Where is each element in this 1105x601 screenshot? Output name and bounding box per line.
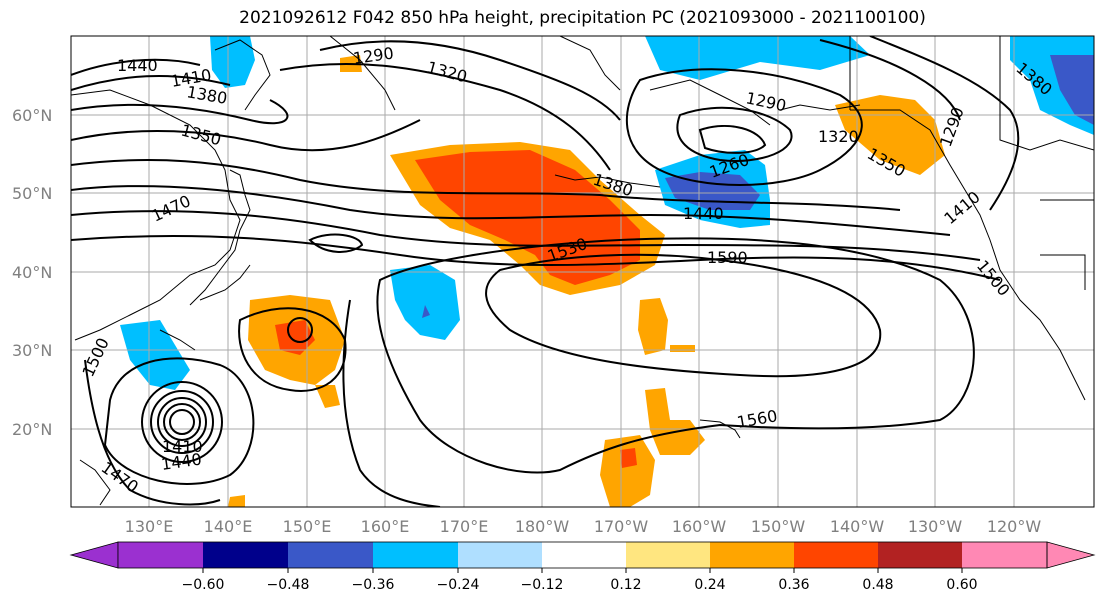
contour-label: 1440	[117, 56, 158, 75]
colorbar-tick-label: −0.12	[521, 577, 564, 593]
colorbar-segment	[794, 542, 878, 568]
contour-label: 1320	[818, 127, 859, 146]
lon-label: 160°E	[361, 517, 410, 536]
colorbar-segment	[373, 542, 458, 568]
colorbar-extend-high	[1046, 541, 1096, 569]
latitude-labels: 60°N 50°N 40°N 30°N 20°N	[12, 106, 52, 439]
colorbar: −0.60 −0.48 −0.36 −0.24 −0.12 0.12 0.24 …	[69, 541, 1096, 593]
colorbar-segment	[626, 542, 710, 568]
lon-label: 130°W	[908, 517, 963, 536]
colorbar-tick-label: 0.12	[610, 577, 641, 593]
colorbar-tick-label: 0.36	[778, 577, 809, 593]
colorbar-tick-label: 0.60	[946, 577, 977, 593]
colorbar-segment	[203, 542, 288, 568]
contour-label: 1440	[683, 204, 724, 223]
longitude-labels: 130°E 140°E 150°E 160°E 170°E 180°W 170°…	[125, 517, 1042, 536]
lon-label: 160°W	[672, 517, 727, 536]
contour-label: 1410	[162, 437, 203, 456]
colorbar-frame	[117, 541, 1048, 569]
colorbar-segment	[710, 542, 794, 568]
lat-label: 40°N	[12, 263, 52, 282]
lon-label: 170°E	[440, 517, 489, 536]
map-border	[70, 35, 1095, 508]
lon-label: 170°W	[594, 517, 649, 536]
lat-label: 50°N	[12, 184, 52, 203]
colorbar-tick-label: 0.24	[694, 577, 725, 593]
colorbar-segment	[288, 542, 373, 568]
colorbar-tick-label: −0.36	[352, 577, 395, 593]
colorbar-tick-label: −0.60	[182, 577, 225, 593]
contour-label: 1590	[707, 248, 748, 267]
lon-label: 150°E	[283, 517, 332, 536]
lon-label: 120°W	[987, 517, 1042, 536]
height-contours	[71, 36, 1020, 507]
lon-label: 130°E	[125, 517, 174, 536]
colorbar-segment	[118, 542, 203, 568]
colorbar-tick-label: −0.48	[267, 577, 310, 593]
lat-label: 20°N	[12, 420, 52, 439]
colorbar-segment	[458, 542, 542, 568]
colorbar-segment	[962, 542, 1047, 568]
lon-label: 150°W	[751, 517, 806, 536]
colorbar-tick-label: 0.48	[862, 577, 893, 593]
coastlines	[71, 36, 1094, 506]
lat-label: 60°N	[12, 106, 52, 125]
lat-label: 30°N	[12, 341, 52, 360]
lon-label: 140°E	[204, 517, 253, 536]
colorbar-extend-low	[69, 541, 119, 569]
lon-label: 140°W	[830, 517, 885, 536]
colorbar-segment	[542, 542, 626, 568]
map-title: 2021092612 F042 850 hPa height, precipit…	[239, 8, 926, 28]
colorbar-segment	[878, 542, 962, 568]
colorbar-tick-label: −0.24	[437, 577, 480, 593]
lon-label: 180°W	[515, 517, 570, 536]
